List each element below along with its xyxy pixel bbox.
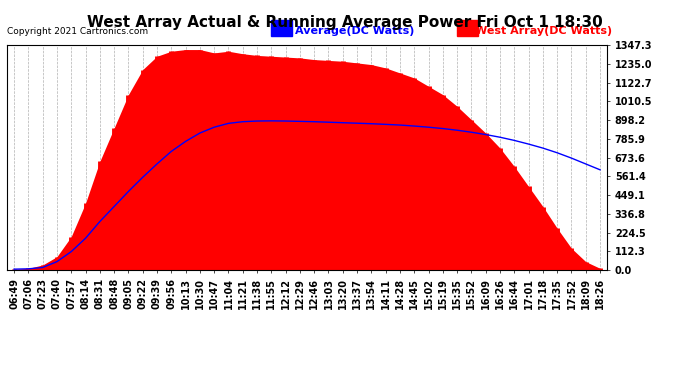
- Text: Copyright 2021 Cartronics.com: Copyright 2021 Cartronics.com: [7, 27, 148, 36]
- Bar: [457, 20, 478, 36]
- Text: Average(DC Watts): Average(DC Watts): [295, 26, 415, 36]
- Text: West Array(DC Watts): West Array(DC Watts): [475, 26, 612, 36]
- Text: West Array Actual & Running Average Power Fri Oct 1 18:30: West Array Actual & Running Average Powe…: [87, 15, 603, 30]
- Bar: [271, 20, 292, 36]
